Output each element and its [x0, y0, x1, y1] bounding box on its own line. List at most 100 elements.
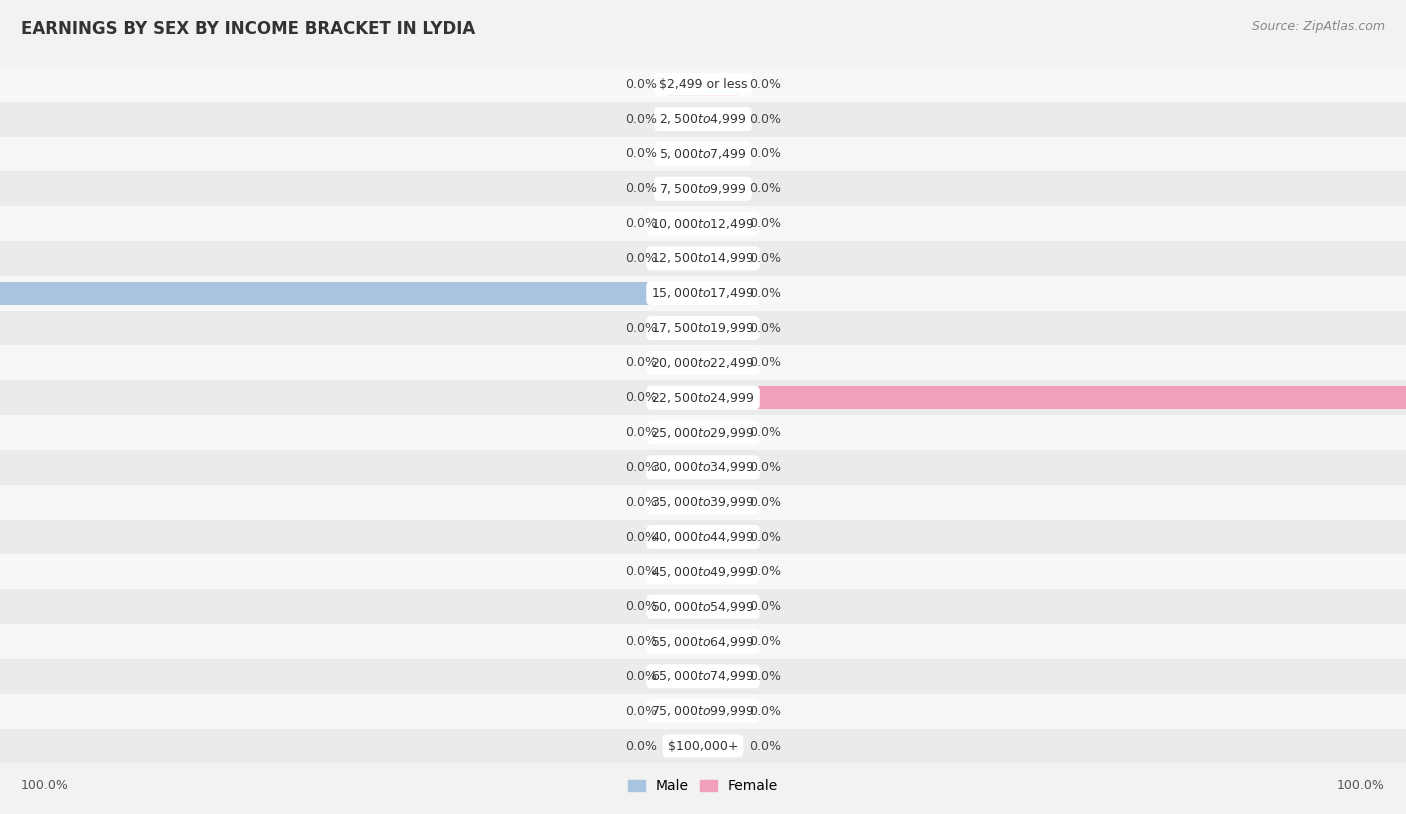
Bar — [703, 456, 738, 479]
Bar — [0, 519, 1406, 554]
Text: 0.0%: 0.0% — [626, 112, 657, 125]
Text: 0.0%: 0.0% — [749, 600, 780, 613]
Bar — [668, 665, 703, 688]
Bar — [703, 317, 738, 339]
Text: 0.0%: 0.0% — [626, 566, 657, 579]
Text: $2,499 or less: $2,499 or less — [659, 78, 747, 91]
Text: $75,000 to $99,999: $75,000 to $99,999 — [651, 704, 755, 718]
Bar — [703, 177, 738, 200]
Bar — [0, 380, 1406, 415]
Bar — [0, 137, 1406, 171]
Text: 0.0%: 0.0% — [626, 496, 657, 509]
Text: EARNINGS BY SEX BY INCOME BRACKET IN LYDIA: EARNINGS BY SEX BY INCOME BRACKET IN LYD… — [21, 20, 475, 38]
Bar — [668, 177, 703, 200]
Text: 0.0%: 0.0% — [626, 357, 657, 370]
Bar — [0, 415, 1406, 450]
Bar — [703, 247, 738, 269]
Text: 0.0%: 0.0% — [749, 566, 780, 579]
Text: 0.0%: 0.0% — [626, 252, 657, 265]
Bar — [0, 554, 1406, 589]
Text: $10,000 to $12,499: $10,000 to $12,499 — [651, 217, 755, 230]
Text: 0.0%: 0.0% — [749, 252, 780, 265]
Bar — [668, 317, 703, 339]
Bar — [703, 282, 738, 304]
Text: 0.0%: 0.0% — [626, 461, 657, 474]
Text: 0.0%: 0.0% — [749, 635, 780, 648]
Text: $55,000 to $64,999: $55,000 to $64,999 — [651, 635, 755, 649]
Text: 0.0%: 0.0% — [749, 705, 780, 718]
Bar — [703, 107, 738, 130]
Text: $25,000 to $29,999: $25,000 to $29,999 — [651, 426, 755, 440]
Bar — [668, 561, 703, 583]
Text: $100,000+: $100,000+ — [668, 739, 738, 752]
Bar — [703, 665, 738, 688]
Bar — [668, 630, 703, 653]
Legend: Male, Female: Male, Female — [623, 774, 783, 799]
Text: 0.0%: 0.0% — [749, 531, 780, 544]
Bar — [0, 241, 1406, 276]
Text: 0.0%: 0.0% — [749, 287, 780, 300]
Text: 0.0%: 0.0% — [626, 531, 657, 544]
Bar — [0, 345, 1406, 380]
Text: 0.0%: 0.0% — [626, 322, 657, 335]
Bar — [703, 700, 738, 723]
Text: 0.0%: 0.0% — [749, 217, 780, 230]
Text: $50,000 to $54,999: $50,000 to $54,999 — [651, 600, 755, 614]
Text: 0.0%: 0.0% — [626, 705, 657, 718]
Text: $22,500 to $24,999: $22,500 to $24,999 — [651, 391, 755, 405]
Text: $40,000 to $44,999: $40,000 to $44,999 — [651, 530, 755, 544]
Text: 0.0%: 0.0% — [749, 461, 780, 474]
Text: $35,000 to $39,999: $35,000 to $39,999 — [651, 495, 755, 510]
Bar — [703, 735, 738, 757]
Text: 0.0%: 0.0% — [626, 600, 657, 613]
Text: 0.0%: 0.0% — [749, 739, 780, 752]
Bar — [0, 485, 1406, 519]
Text: $65,000 to $74,999: $65,000 to $74,999 — [651, 669, 755, 683]
Text: $17,500 to $19,999: $17,500 to $19,999 — [651, 321, 755, 335]
Text: 0.0%: 0.0% — [749, 78, 780, 91]
Text: 100.0%: 100.0% — [1337, 779, 1385, 792]
Bar — [0, 206, 1406, 241]
Text: 0.0%: 0.0% — [749, 357, 780, 370]
Bar — [668, 107, 703, 130]
Text: $15,000 to $17,499: $15,000 to $17,499 — [651, 287, 755, 300]
Bar — [703, 491, 738, 514]
Text: $20,000 to $22,499: $20,000 to $22,499 — [651, 356, 755, 370]
Text: 0.0%: 0.0% — [749, 112, 780, 125]
Bar — [703, 142, 738, 165]
Bar — [0, 694, 1406, 729]
Bar — [668, 735, 703, 757]
Text: Source: ZipAtlas.com: Source: ZipAtlas.com — [1251, 20, 1385, 33]
Text: 0.0%: 0.0% — [626, 217, 657, 230]
Text: 0.0%: 0.0% — [749, 182, 780, 195]
Text: 0.0%: 0.0% — [626, 392, 657, 405]
Bar — [703, 73, 738, 95]
Text: 0.0%: 0.0% — [626, 147, 657, 160]
Text: 0.0%: 0.0% — [626, 739, 657, 752]
Text: 0.0%: 0.0% — [626, 670, 657, 683]
Bar — [0, 311, 1406, 345]
Text: $45,000 to $49,999: $45,000 to $49,999 — [651, 565, 755, 579]
Text: $12,500 to $14,999: $12,500 to $14,999 — [651, 252, 755, 265]
Bar — [0, 282, 703, 304]
Bar — [668, 352, 703, 374]
Bar — [668, 700, 703, 723]
Bar — [0, 276, 1406, 311]
Text: 0.0%: 0.0% — [749, 496, 780, 509]
Bar — [703, 212, 738, 235]
Bar — [0, 171, 1406, 206]
Bar — [0, 102, 1406, 137]
Bar — [703, 595, 738, 618]
Bar — [668, 456, 703, 479]
Bar — [668, 526, 703, 549]
Bar — [668, 247, 703, 269]
Bar — [703, 561, 738, 583]
Bar — [668, 595, 703, 618]
Bar — [668, 421, 703, 444]
Bar — [0, 729, 1406, 764]
Bar — [668, 142, 703, 165]
Text: 100.0%: 100.0% — [21, 779, 69, 792]
Bar — [0, 659, 1406, 694]
Bar — [0, 589, 1406, 624]
Text: 0.0%: 0.0% — [626, 635, 657, 648]
